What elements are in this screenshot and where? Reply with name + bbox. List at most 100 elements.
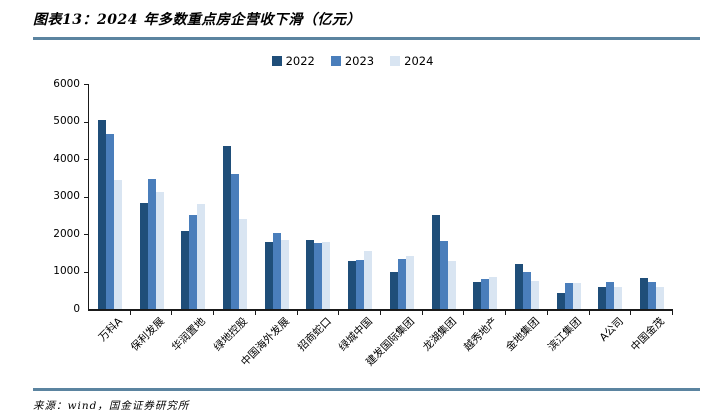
bar-2024 [656, 286, 665, 309]
bar-group-8 [381, 84, 423, 309]
plot-area [88, 84, 673, 311]
bar-2022 [223, 145, 232, 309]
x-category-label: 越秀地产 [462, 315, 501, 354]
legend-item-2024: 2024 [390, 54, 433, 68]
y-tick-label: 6000 [53, 77, 80, 90]
bar-2022 [264, 241, 273, 309]
x-category-label: 滨江集团 [545, 315, 584, 354]
x-tick-mark [380, 311, 381, 315]
y-tick-label: 3000 [53, 190, 80, 202]
bar-2024 [572, 283, 581, 309]
y-tick-label: 0 [73, 302, 80, 315]
y-tick-mark [84, 234, 88, 235]
bar-group-2 [131, 84, 173, 309]
bar-2023 [189, 214, 198, 309]
x-category-label: 华润置地 [170, 315, 209, 354]
x-category-label: 龙湖集团 [420, 315, 459, 354]
bar-2022 [431, 214, 440, 309]
legend-swatch-2022 [271, 56, 282, 66]
bar-2024 [614, 286, 623, 309]
bar-2023 [147, 178, 156, 309]
bar-2022 [306, 240, 315, 309]
x-tick-mark [171, 311, 173, 315]
bar-2024 [447, 261, 456, 309]
source-note: 来源：wind，国金证券研究所 [33, 400, 190, 412]
x-tick-mark [672, 311, 673, 315]
x-tick-mark [213, 311, 215, 315]
bar-2022 [556, 293, 565, 309]
y-tick-mark [84, 159, 88, 160]
bar-2023 [272, 233, 281, 309]
x-tick-mark [338, 311, 340, 315]
bar-2024 [155, 192, 164, 309]
bar-group-1 [89, 84, 131, 309]
bar-2023 [606, 282, 615, 309]
legend-label-2022: 2022 [285, 54, 315, 68]
figure-title: 图表13：2024 年多数重点房企营收下滑（亿元） [33, 12, 361, 28]
bar-2022 [640, 277, 649, 309]
x-tick-mark [254, 311, 256, 315]
bar-2023 [105, 134, 114, 309]
bar-group-9 [423, 84, 465, 309]
legend-swatch-2023 [330, 56, 341, 66]
bar-2022 [473, 282, 482, 309]
bar-2024 [405, 255, 414, 309]
bar-2023 [397, 259, 406, 309]
x-category-label: 中国金茂 [628, 315, 668, 354]
bar-group-7 [339, 84, 381, 309]
bar-2024 [531, 280, 540, 309]
legend-swatch-2024 [390, 56, 401, 66]
x-category-label: A公司 [596, 315, 626, 344]
x-category-label: 招商蛇口 [295, 315, 334, 354]
x-category-label: 绿地控股 [211, 315, 250, 354]
y-tick-label: 2000 [53, 227, 80, 240]
bar-2022 [515, 264, 524, 309]
bar-2024 [280, 239, 289, 309]
bar-group-6 [298, 84, 340, 309]
x-tick-mark [630, 311, 632, 315]
y-tick-label: 4000 [53, 152, 80, 165]
y-tick-mark [84, 196, 88, 198]
bar-2023 [314, 243, 323, 309]
bar-2023 [356, 259, 365, 309]
bar-2024 [489, 277, 498, 309]
bar-2022 [181, 231, 190, 309]
bar-2024 [322, 241, 331, 309]
x-category-label: 金地集团 [503, 315, 542, 354]
bar-2022 [139, 203, 148, 309]
bar-2024 [197, 204, 206, 309]
x-category-label: 万科A [96, 315, 125, 344]
chart-legend: 2022 2023 2024 [0, 54, 705, 68]
legend-item-2022: 2022 [271, 54, 315, 68]
legend-label-2024: 2024 [404, 54, 434, 68]
x-tick-mark [129, 311, 131, 315]
footer-divider [33, 388, 700, 391]
x-category-label: 绿城中国 [336, 315, 376, 354]
bar-2024 [113, 180, 122, 309]
bar-2022 [348, 261, 357, 309]
title-divider [33, 37, 700, 40]
y-tick-mark [84, 121, 88, 123]
bar-2022 [97, 119, 106, 309]
y-tick-mark [84, 84, 88, 85]
bar-2023 [648, 282, 657, 309]
x-tick-mark [546, 311, 548, 315]
bar-2023 [564, 283, 573, 309]
x-tick-mark [296, 311, 298, 315]
x-tick-mark [588, 311, 590, 315]
x-category-label: 保利发展 [128, 315, 167, 354]
legend-label-2023: 2023 [344, 54, 375, 68]
y-tick-mark [84, 271, 88, 273]
bar-2022 [598, 286, 607, 309]
x-tick-mark [505, 311, 507, 315]
x-tick-mark [421, 311, 423, 315]
bar-group-10 [464, 84, 506, 309]
bar-2023 [439, 241, 448, 309]
y-tick-label: 5000 [53, 115, 80, 127]
bar-group-3 [172, 84, 214, 309]
bar-group-14 [631, 84, 673, 309]
bar-2024 [364, 250, 373, 309]
bar-group-5 [256, 84, 298, 309]
bar-2023 [481, 279, 490, 309]
